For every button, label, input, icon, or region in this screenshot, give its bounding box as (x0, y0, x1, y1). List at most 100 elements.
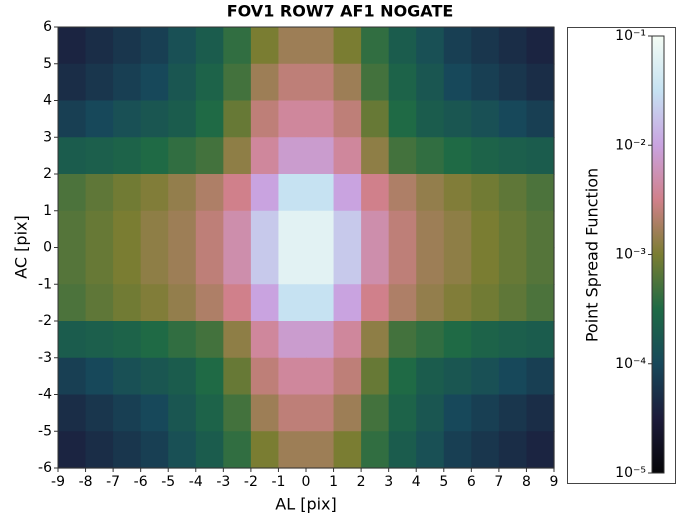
heatmap-cell (443, 100, 472, 138)
heatmap-cell (278, 174, 307, 212)
heatmap-cell (306, 431, 335, 469)
heatmap-cell (278, 27, 307, 65)
heatmap-cell (85, 63, 114, 102)
heatmap-cell (361, 321, 390, 359)
heatmap-cell (416, 27, 445, 65)
heatmap-cell (168, 394, 197, 432)
heatmap-cell (498, 394, 528, 432)
y-tick-label: 4 (43, 93, 52, 109)
heatmap-cell (195, 210, 224, 249)
x-tick-label: 9 (550, 474, 559, 490)
heatmap-cell (361, 357, 390, 396)
y-tick-label: -4 (38, 387, 52, 403)
heatmap-cell (361, 174, 390, 212)
heatmap-cell (140, 284, 169, 322)
heatmap-cell (58, 100, 87, 138)
heatmap-cell (526, 321, 555, 359)
heatmap-cell (306, 137, 335, 175)
heatmap-cell (168, 357, 197, 396)
heatmap-cell (195, 321, 224, 359)
heatmap-cell (416, 321, 445, 359)
y-tick-label: -1 (38, 276, 52, 292)
heatmap-cell (498, 174, 528, 212)
y-tick-label: -5 (38, 423, 52, 439)
heatmap-cell (388, 357, 417, 396)
heatmap-cell (223, 174, 252, 212)
heatmap-cell (498, 321, 528, 359)
heatmap-cell (250, 394, 280, 432)
colorbar-tick-label: 10⁻¹ (615, 28, 646, 44)
heatmap-cell (526, 100, 555, 138)
x-tick-label: -3 (216, 474, 230, 490)
heatmap-cell (333, 174, 362, 212)
heatmap-cell (168, 284, 197, 322)
heatmap-cell (85, 321, 114, 359)
heatmap-cell (250, 174, 280, 212)
heatmap-cell (195, 247, 224, 285)
heatmap-cell (306, 210, 335, 249)
heatmap-cell (388, 284, 417, 322)
heatmap-cell (306, 174, 335, 212)
heatmap-cell (498, 210, 528, 249)
heatmap-cell (526, 431, 555, 469)
heatmap-cell (416, 100, 445, 138)
heatmap-cell (58, 394, 87, 432)
heatmap-cell (443, 210, 472, 249)
heatmap-cell (278, 431, 307, 469)
heatmap-cell (140, 394, 169, 432)
heatmap-cell (140, 431, 169, 469)
heatmap-cell (388, 247, 417, 285)
heatmap-cell (168, 247, 197, 285)
heatmap-cell (361, 63, 390, 102)
heatmap-cell (278, 63, 307, 102)
heatmap-cell (58, 27, 87, 65)
heatmap-cell (388, 174, 417, 212)
heatmap-cell (416, 174, 445, 212)
heatmap-cell (85, 284, 114, 322)
heatmap-cell (140, 137, 169, 175)
heatmap-cell (333, 284, 362, 322)
heatmap-cell (113, 284, 142, 322)
heatmap-cell (195, 284, 224, 322)
heatmap-cell (278, 137, 307, 175)
heatmap-cell (471, 284, 500, 322)
heatmap-cell (526, 63, 555, 102)
heatmap-cell (223, 27, 252, 65)
y-tick-label: 3 (43, 129, 52, 145)
x-tick-label: -6 (134, 474, 148, 490)
heatmap-cell (250, 431, 280, 469)
colorbar-tick-label: 10⁻⁴ (615, 356, 646, 372)
x-tick-label: -4 (189, 474, 203, 490)
heatmap-cell (333, 247, 362, 285)
heatmap-cell (306, 394, 335, 432)
heatmap-cell (443, 247, 472, 285)
heatmap-cell (388, 137, 417, 175)
heatmap-cell (443, 357, 472, 396)
x-tick-label: 3 (384, 474, 393, 490)
heatmap-cell (333, 137, 362, 175)
heatmap-cell (58, 321, 87, 359)
y-tick-label: -2 (38, 313, 52, 329)
heatmap-cell (85, 247, 114, 285)
heatmap-cell (278, 100, 307, 138)
heatmap-cell (58, 284, 87, 322)
heatmap-cell (443, 394, 472, 432)
y-tick-label: 6 (43, 19, 52, 35)
heatmap-cell (471, 63, 500, 102)
heatmap-cell (250, 63, 280, 102)
heatmap-cell (223, 321, 252, 359)
heatmap-cell (498, 137, 528, 175)
heatmap-cell (361, 431, 390, 469)
x-tick-label: 0 (302, 474, 311, 490)
heatmap-cell (168, 174, 197, 212)
heatmap-cell (278, 210, 307, 249)
heatmap-cell (250, 284, 280, 322)
heatmap-cell (140, 27, 169, 65)
heatmap-cell (113, 63, 142, 102)
heatmap-cell (58, 210, 87, 249)
heatmap-cell (333, 357, 362, 396)
heatmap-cell (250, 210, 280, 249)
heatmap-cell (250, 137, 280, 175)
heatmap-cell (498, 27, 528, 65)
x-axis-label: AL [pix] (275, 495, 337, 514)
